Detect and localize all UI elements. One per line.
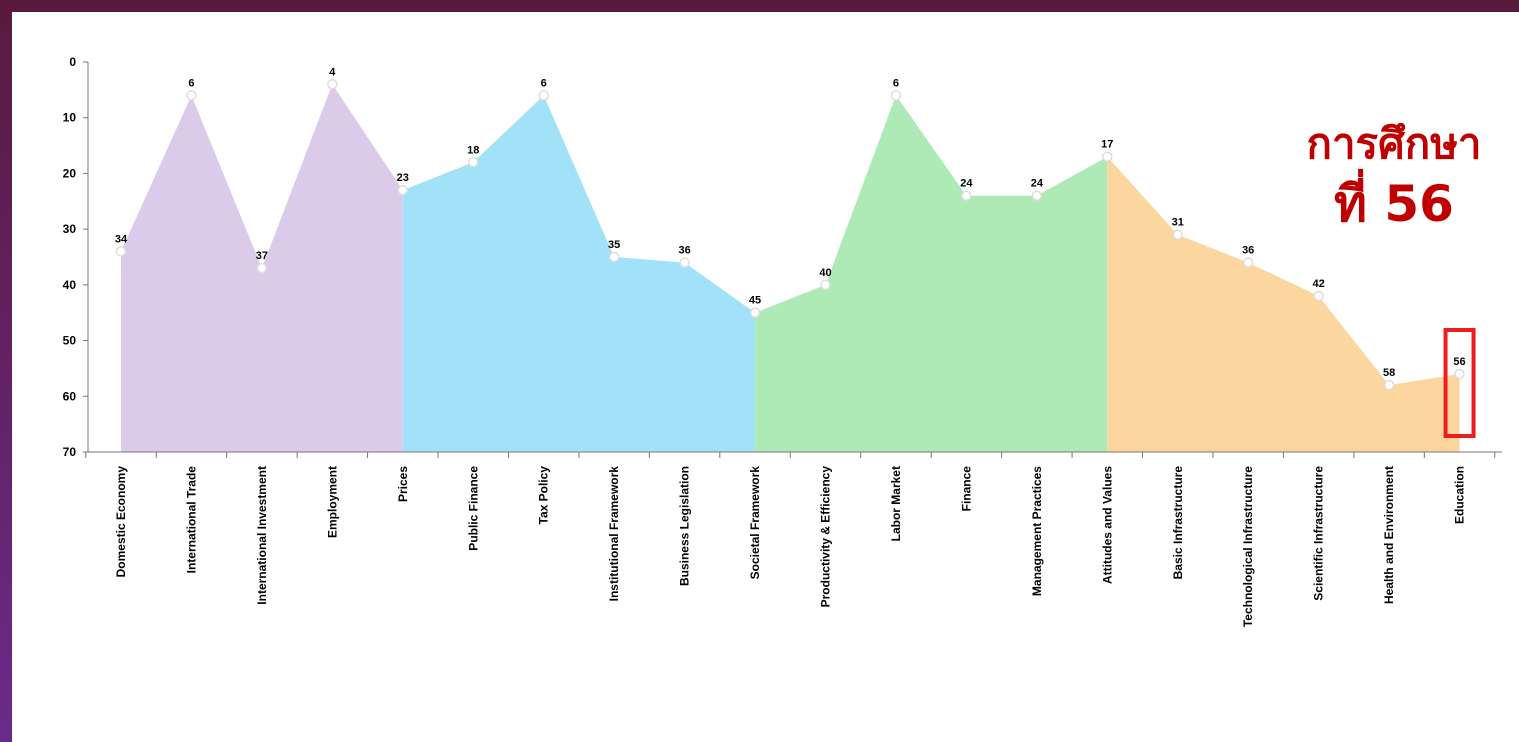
data-label: 34 (115, 233, 128, 245)
data-label: 35 (608, 239, 620, 251)
y-tick-label: 0 (69, 55, 76, 69)
y-tick-label: 70 (63, 445, 77, 459)
x-category-label: Societal Framework (748, 466, 762, 580)
data-point (1102, 151, 1113, 162)
callout-rank: ที่ 56 (1334, 175, 1454, 234)
data-point (820, 279, 831, 291)
y-tick-label: 40 (63, 278, 77, 292)
data-point (538, 90, 549, 101)
x-category-label: Institutional Framework (607, 466, 621, 602)
data-label: 18 (467, 144, 479, 156)
data-point (608, 251, 620, 263)
data-point (186, 90, 197, 101)
data-label: 58 (1383, 367, 1395, 379)
y-tick-label: 50 (63, 334, 77, 348)
data-label: 6 (188, 77, 194, 89)
data-point (1242, 257, 1254, 268)
data-point (749, 307, 761, 318)
data-label: 36 (1242, 245, 1254, 257)
area-group-3 (755, 95, 1108, 452)
data-label: 24 (1031, 178, 1044, 190)
x-category-label: International Trade (184, 466, 198, 574)
area-group-2 (402, 95, 756, 452)
data-point (115, 246, 127, 257)
x-category-label: Health and Environment (1382, 466, 1396, 604)
x-category-label: Basic Infrastructure (1171, 466, 1185, 580)
data-label: 36 (678, 245, 690, 257)
x-category-label: Management Practices (1030, 466, 1044, 596)
x-category-label: Public Finance (466, 466, 480, 551)
data-point (1031, 190, 1043, 201)
data-label: 4 (329, 66, 336, 78)
data-label: 56 (1453, 356, 1465, 368)
x-category-label: Tax Policy (537, 466, 551, 525)
data-point (961, 190, 972, 201)
data-label: 6 (893, 77, 899, 89)
data-label: 24 (960, 178, 973, 190)
x-category-label: Technological Infrastructure (1241, 466, 1255, 627)
data-point (256, 262, 268, 274)
data-label: 31 (1172, 217, 1184, 229)
x-category-label: Scientific Infrastructure (1312, 466, 1326, 601)
data-point (1313, 290, 1324, 302)
x-category-label: Education (1453, 466, 1467, 524)
chart-panel: 0 10 20 30 40 50 60 70 Domestic Economy Internati… (12, 12, 1519, 742)
x-category-label: Prices (396, 466, 410, 502)
data-point (468, 157, 479, 168)
x-category-label: Labor Market (889, 466, 903, 541)
data-point (1454, 368, 1465, 380)
callout-title: การศึกษา (1306, 119, 1482, 168)
y-tick-label: 60 (63, 389, 77, 403)
x-category-label: Productivity & Efficiency (819, 466, 833, 608)
data-point (1383, 379, 1395, 391)
data-label: 37 (256, 250, 268, 262)
area-group-4 (1107, 156, 1460, 452)
data-label: 23 (397, 172, 409, 184)
data-point (397, 184, 409, 196)
x-category-label: International Investment (255, 466, 269, 605)
data-label: 40 (819, 267, 831, 279)
data-point (679, 257, 690, 268)
data-label: 45 (749, 295, 761, 307)
y-tick-label: 30 (63, 222, 77, 236)
x-category-label: Domestic Economy (114, 466, 128, 578)
x-category-label: Attitudes and Values (1100, 466, 1114, 584)
x-category-label: Finance (959, 466, 973, 512)
data-point (327, 79, 338, 90)
data-label: 6 (541, 77, 547, 89)
y-tick-label: 20 (63, 166, 77, 180)
data-label: 17 (1101, 139, 1113, 151)
rank-callout: การศึกษา ที่ 56 (1274, 119, 1514, 234)
x-category-label: Business Legislation (678, 466, 692, 586)
highlight-box (1443, 328, 1476, 438)
data-point (890, 90, 902, 101)
y-tick-label: 10 (63, 111, 77, 125)
data-point (1172, 229, 1183, 240)
ranking-area-chart: 0 10 20 30 40 50 60 70 Domestic Economy Internati… (63, 55, 1502, 627)
x-category-label: Employment (325, 466, 339, 538)
data-label: 42 (1313, 278, 1325, 290)
